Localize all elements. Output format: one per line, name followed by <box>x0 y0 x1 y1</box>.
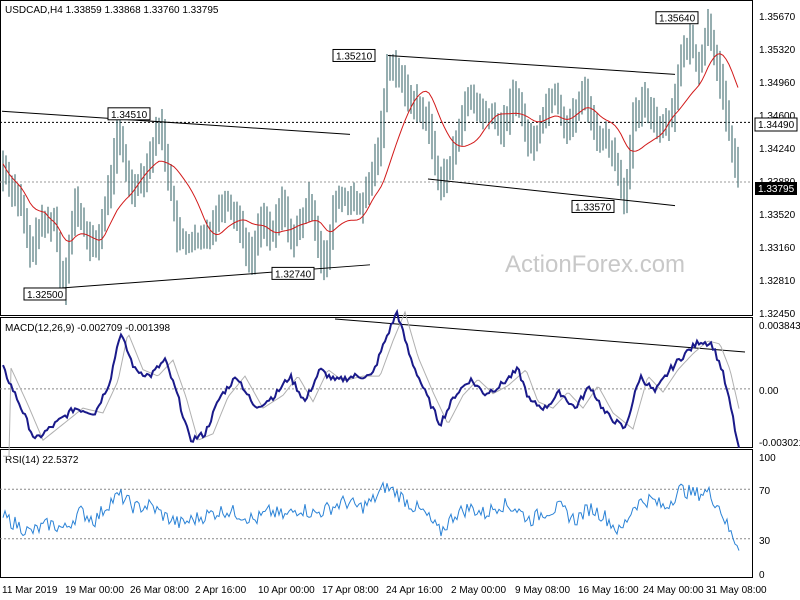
time-tick: 31 May 08:00 <box>706 585 767 596</box>
level-label: 1.34490 <box>758 120 795 131</box>
moving-average-line <box>2 53 739 243</box>
time-tick: 24 May 00:00 <box>643 585 704 596</box>
time-axis: 11 Mar 2019 19 Mar 00:00 26 Mar 08:00 2 … <box>2 585 767 596</box>
price-annotation-label: 1.35210 <box>336 51 373 62</box>
rsi-tick: 70 <box>759 486 771 497</box>
price-annotation-box <box>655 11 699 25</box>
time-tick: 16 May 16:00 <box>578 585 639 596</box>
macd-tick: 0.003843 <box>759 321 800 332</box>
price-annotation-box <box>107 107 151 121</box>
price-tick: 1.33520 <box>759 210 796 221</box>
price-annotation-box <box>332 48 376 62</box>
time-tick: 26 Mar 08:00 <box>130 585 189 596</box>
price-axis: 1.35670 1.35320 1.34960 1.34600 1.34240 … <box>759 12 796 320</box>
current-price-label: 1.33795 <box>758 184 795 195</box>
price-tick: 1.35320 <box>759 45 796 56</box>
price-annotation-label: 1.35640 <box>659 14 696 25</box>
price-annotation-label: 1.32500 <box>27 290 64 301</box>
rsi-tick: 0 <box>759 570 765 581</box>
price-tick: 1.32810 <box>759 276 796 287</box>
rsi-title: RSI(14) 22.5372 <box>5 455 79 466</box>
trendline <box>387 54 676 75</box>
time-tick: 2 Apr 16:00 <box>195 585 247 596</box>
price-annotation-label: 1.34510 <box>111 110 148 121</box>
price-annotation-box <box>571 199 615 213</box>
time-tick: 19 Mar 00:00 <box>65 585 124 596</box>
price-tick: 1.34960 <box>759 78 796 89</box>
watermark-text: ActionForex.com <box>505 251 685 278</box>
price-tick: 1.33160 <box>759 243 796 254</box>
price-tick: 1.34600 <box>759 111 796 122</box>
rsi-panel <box>0 449 753 578</box>
time-tick: 10 Apr 00:00 <box>258 585 315 596</box>
macd-main-line <box>2 308 740 448</box>
trendline <box>427 178 676 207</box>
chart-title: USDCAD,H4 1.33859 1.33868 1.33760 1.3379… <box>5 5 219 16</box>
price-annotation-box <box>23 287 67 301</box>
macd-panel <box>0 317 753 448</box>
price-tick: 1.32450 <box>759 309 796 320</box>
macd-layer <box>0 308 752 457</box>
time-tick: 2 May 00:00 <box>451 585 506 596</box>
price-annotation-box <box>271 266 315 280</box>
price-tick: 1.35670 <box>759 12 796 23</box>
time-tick: 9 May 08:00 <box>515 585 570 596</box>
price-annotation-label: 1.33570 <box>575 202 612 213</box>
price-tick: 1.34240 <box>759 144 796 155</box>
time-tick: 11 Mar 2019 <box>2 585 58 596</box>
macd-tick: 0.00 <box>759 386 779 397</box>
price-annotation-label: 1.32740 <box>275 269 312 280</box>
macd-title: MACD(12,26,9) -0.002709 -0.001398 <box>5 323 171 334</box>
price-layer: 1.32500 1.34510 1.32740 1.35210 1.33570 1.356… <box>0 9 752 305</box>
macd-trendline <box>334 318 746 353</box>
current-price-box <box>755 182 797 195</box>
macd-tick: -0.003021 <box>759 438 800 449</box>
rsi-tick: 100 <box>759 453 776 464</box>
rsi-layer <box>0 481 752 551</box>
trendline <box>1 110 351 135</box>
rsi-tick: 30 <box>759 536 771 547</box>
rsi-line <box>2 481 740 551</box>
level-box <box>754 117 798 132</box>
time-tick: 17 Apr 08:00 <box>322 585 379 596</box>
time-tick: 24 Apr 16:00 <box>386 585 443 596</box>
